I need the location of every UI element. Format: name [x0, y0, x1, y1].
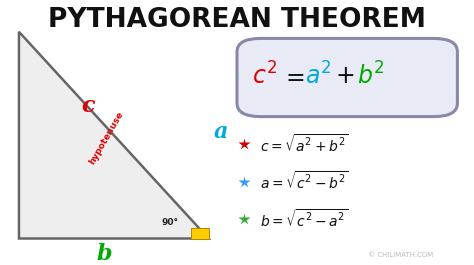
- Text: © CHILIMATH.COM: © CHILIMATH.COM: [368, 252, 433, 258]
- Text: a: a: [213, 121, 228, 144]
- Text: b: b: [97, 243, 112, 265]
- Bar: [191, 228, 209, 239]
- Text: $c = \sqrt{a^2+b^2}$: $c = \sqrt{a^2+b^2}$: [260, 134, 348, 155]
- Text: $=$: $=$: [281, 64, 304, 87]
- Text: $+$: $+$: [336, 64, 355, 87]
- Text: $c^2$: $c^2$: [252, 62, 277, 89]
- Polygon shape: [19, 32, 209, 238]
- FancyBboxPatch shape: [237, 38, 457, 117]
- Text: c: c: [81, 95, 94, 117]
- Text: $a = \sqrt{c^2-b^2}$: $a = \sqrt{c^2-b^2}$: [260, 171, 348, 192]
- Text: 90°: 90°: [161, 218, 178, 227]
- Text: $a^2$: $a^2$: [305, 62, 332, 89]
- Text: $b = \sqrt{c^2-a^2}$: $b = \sqrt{c^2-a^2}$: [260, 208, 348, 229]
- Text: PYTHAGOREAN THEOREM: PYTHAGOREAN THEOREM: [48, 7, 426, 33]
- Text: $b^2$: $b^2$: [357, 62, 385, 89]
- Text: hypotenuse: hypotenuse: [88, 110, 126, 166]
